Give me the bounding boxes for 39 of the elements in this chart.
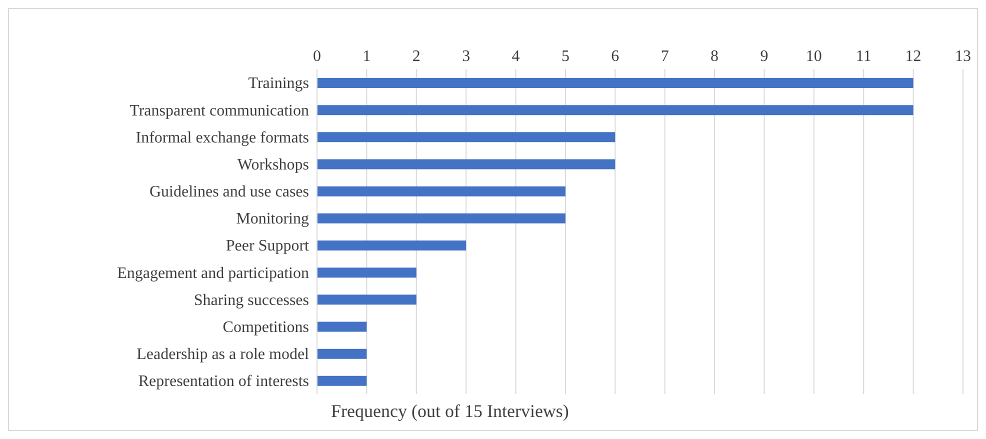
x-tick-label: 9 [760, 48, 768, 65]
x-tick-label: 1 [362, 48, 371, 65]
x-tick-label: 11 [856, 48, 872, 65]
x-tick-label: 7 [660, 48, 669, 65]
y-tick-label: Informal exchange formats [136, 129, 309, 146]
x-tick-label: 2 [412, 48, 420, 65]
x-tick-label: 3 [462, 48, 470, 65]
x-axis-title: Frequency (out of 15 Interviews) [331, 401, 569, 422]
bar [317, 105, 914, 116]
bar [317, 186, 566, 196]
x-tick-label: 4 [512, 48, 520, 65]
y-tick-label: Workshops [237, 156, 309, 174]
x-tick-label: 10 [806, 48, 822, 65]
y-tick-label: Peer Support [226, 238, 310, 255]
y-tick-label: Representation of interests [138, 373, 309, 390]
x-tick-label: 0 [313, 48, 321, 65]
bar [317, 376, 367, 386]
bar [317, 348, 367, 359]
x-tick-label: 12 [905, 48, 922, 65]
bar [317, 268, 416, 278]
bar [317, 78, 914, 88]
x-tick-label: 13 [955, 48, 971, 65]
y-tick-label: Sharing successes [194, 292, 309, 309]
bar [317, 213, 566, 224]
x-tick-label: 8 [710, 48, 719, 65]
y-tick-label: Trainings [248, 75, 309, 92]
bar [317, 132, 616, 142]
bar [317, 294, 416, 305]
y-tick-label: Leadership as a role model [136, 346, 310, 364]
y-tick-label: Transparent communication [130, 102, 309, 120]
bar [317, 159, 616, 170]
y-tick-label: Competitions [222, 318, 309, 336]
x-tick-label: 6 [611, 48, 620, 65]
y-tick-label: Guidelines and use cases [149, 184, 309, 201]
x-tick-label: 5 [561, 48, 570, 65]
y-tick-label: Monitoring [236, 210, 309, 228]
bar [317, 240, 466, 250]
y-tick-label: Engagement and participation [117, 264, 309, 282]
bar [317, 322, 367, 332]
